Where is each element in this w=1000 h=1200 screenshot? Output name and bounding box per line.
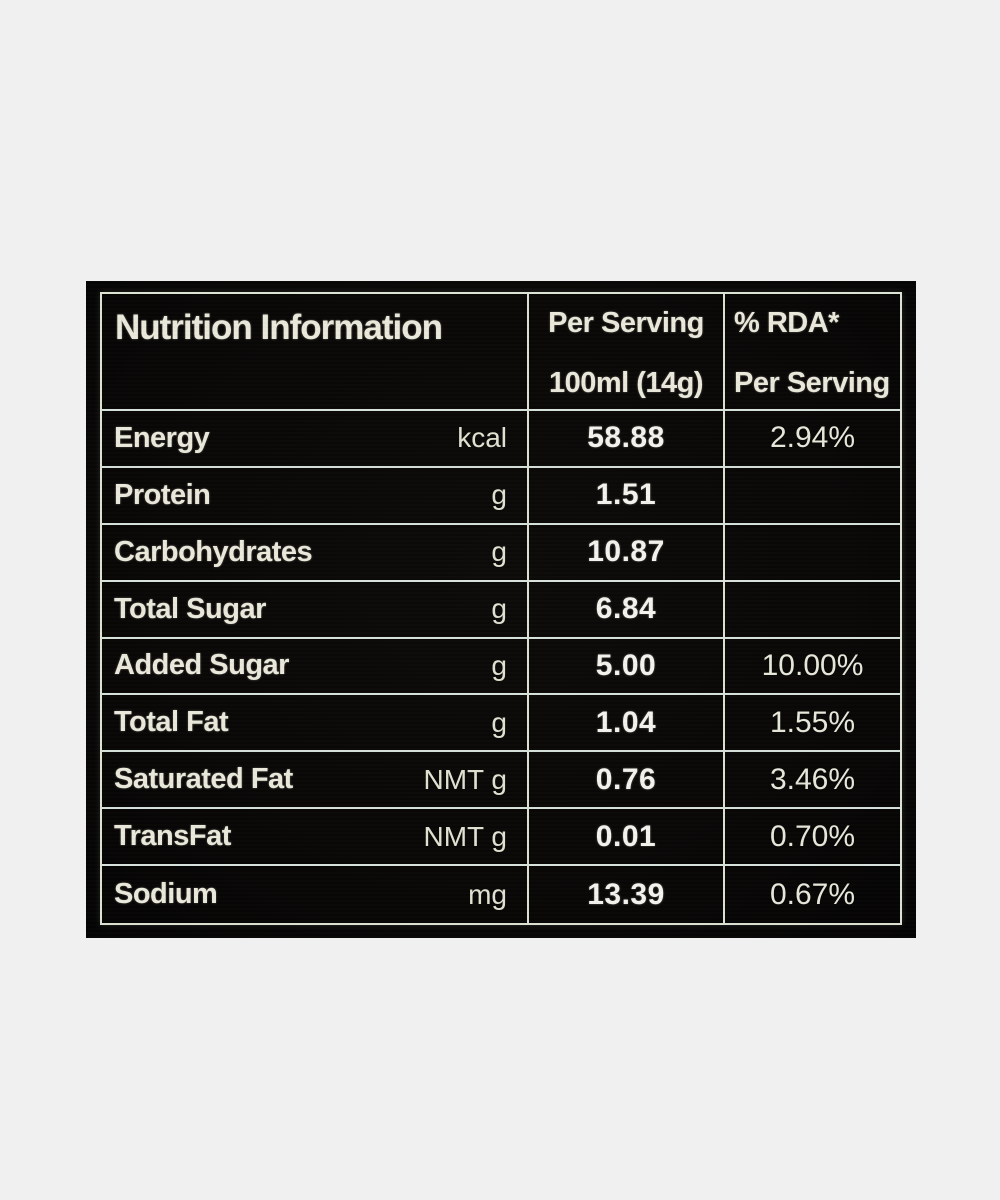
table-row-protein-rda xyxy=(725,468,900,525)
table-row-saturated-fat-label: Saturated Fat NMT g xyxy=(102,752,529,810)
row-label: TransFat xyxy=(114,820,231,853)
nutrition-table: Nutrition Information Per Serving 100ml … xyxy=(100,292,902,925)
table-row-added-sugar-value: 5.00 xyxy=(529,638,725,696)
table-row-carbohydrates-rda xyxy=(725,525,900,582)
table-row-sodium-rda: 0.67% xyxy=(769,877,856,911)
table-row-added-sugar-rda: 10.00% xyxy=(725,639,900,696)
row-unit: g xyxy=(491,706,507,738)
header-rda-line2: Per Serving xyxy=(734,367,890,399)
table-row-total-sugar-label: Total Sugar g xyxy=(102,581,529,639)
row-unit: NMT g xyxy=(423,763,508,795)
row-unit: NMT g xyxy=(423,820,508,852)
row-label: Total Sugar xyxy=(114,592,266,625)
table-row-energy-label: Energy kcal xyxy=(102,411,529,468)
table-row-energy-value: 58.88 xyxy=(529,411,725,468)
row-label: Saturated Fat xyxy=(114,763,293,796)
row-unit: g xyxy=(491,593,507,625)
table-row-sodium-value: 13.39 xyxy=(529,866,725,923)
table-row-total-fat-label: Total Fat g xyxy=(102,695,529,753)
table-row-protein-label: Protein g xyxy=(102,467,529,525)
row-label: Carbohydrates xyxy=(114,535,313,568)
table-row-transfat-value: 0.01 xyxy=(529,809,725,867)
row-label: Added Sugar xyxy=(114,649,289,682)
table-title: Nutrition Information xyxy=(102,294,529,411)
row-unit: g xyxy=(491,536,507,568)
row-label: Total Fat xyxy=(114,706,229,739)
header-per-serving-line1: Per Serving xyxy=(548,307,704,339)
row-label: Protein xyxy=(114,478,211,511)
row-label: Energy xyxy=(114,421,210,454)
table-row-total-sugar-value: 6.84 xyxy=(529,581,725,639)
table-row-total-fat-value: 1.04 xyxy=(529,695,725,753)
row-unit: g xyxy=(491,649,507,681)
table-row-added-sugar-label: Added Sugar g xyxy=(102,638,529,696)
nutrition-panel: Nutrition Information Per Serving 100ml … xyxy=(86,281,916,938)
table-row-protein-value: 1.51 xyxy=(529,467,725,525)
row-label: Sodium xyxy=(114,878,218,911)
table-row-saturated-fat-value: 0.76 xyxy=(529,752,725,810)
table-row-energy-rda: 2.94% xyxy=(725,411,900,468)
table-row-total-sugar-rda xyxy=(725,582,900,639)
row-unit: g xyxy=(491,479,507,511)
row-unit: kcal xyxy=(457,422,507,454)
table-row-sodium-label: Sodium mg xyxy=(102,866,529,923)
table-row-carbohydrates-value: 10.87 xyxy=(529,524,725,582)
table-row-transfat-rda: 0.70% xyxy=(725,809,900,867)
row-unit: mg xyxy=(468,878,507,910)
table-row-carbohydrates-label: Carbohydrates g xyxy=(102,524,529,582)
header-rda: % RDA* Per Serving xyxy=(725,294,900,411)
table-row-transfat-label: TransFat NMT g xyxy=(102,809,529,867)
table-row-total-fat-rda: 1.55% xyxy=(725,695,900,753)
header-per-serving-line2: 100ml (14g) xyxy=(548,367,704,399)
table-row-saturated-fat-rda: 3.46% xyxy=(725,752,900,810)
header-rda-line1: % RDA* xyxy=(734,307,839,339)
header-per-serving: Per Serving 100ml (14g) xyxy=(529,294,725,411)
